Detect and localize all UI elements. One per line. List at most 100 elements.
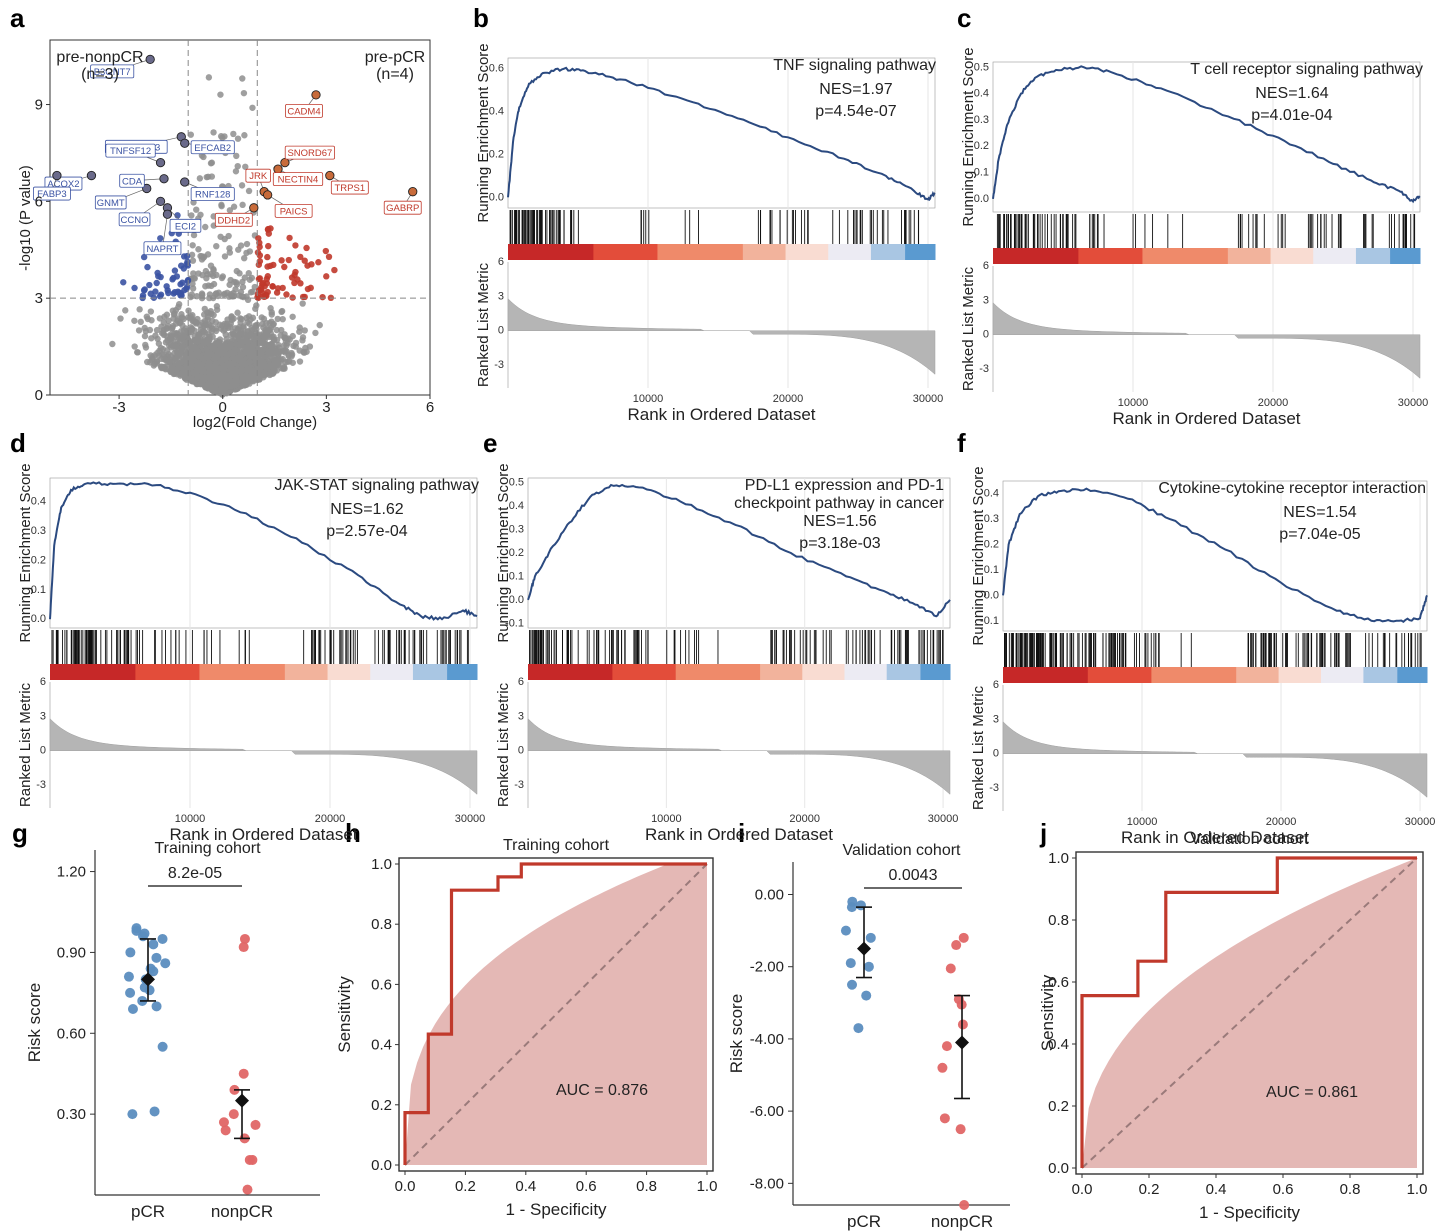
y-tick-label: -4.00: [750, 1031, 784, 1048]
es-tick-label: 0.1: [974, 167, 989, 179]
volcano-point-ns: [188, 357, 196, 364]
gene-label: EFCAB2: [194, 143, 231, 154]
metric-tick-label: 0: [518, 745, 524, 757]
volcano-point-ns: [122, 307, 129, 314]
gsea-title: Cytokine-cytokine receptor interaction: [1158, 480, 1426, 497]
volcano-point-ns: [160, 351, 167, 359]
volcano-point-up: [281, 263, 288, 271]
group-left-n: (n=3): [81, 66, 119, 83]
risk-point-nonpCR: [945, 963, 956, 974]
volcano-point-ns: [195, 353, 203, 360]
es-tick-label: 0.2: [489, 148, 504, 160]
es-tick-label: 0.0: [974, 193, 989, 205]
x-tick-label: 30000: [455, 813, 486, 825]
volcano-point-down: [144, 263, 151, 271]
gsea-pvalue: p=7.04e-05: [1279, 526, 1361, 543]
ranked-metric-area: [992, 302, 1421, 379]
volcano-point-ns: [147, 308, 155, 315]
risk-point-nonpCR: [937, 1062, 948, 1073]
volcano-point-ns: [195, 359, 202, 366]
volcano-point-ns: [289, 332, 296, 340]
volcano-point-ns: [245, 187, 253, 195]
risk-point-pCR: [847, 979, 858, 990]
rank-color-segment: [412, 664, 448, 680]
volcano-point-ns: [239, 344, 247, 352]
volcano-point-ns: [245, 349, 252, 356]
metric-tick-label: 3: [40, 710, 46, 722]
gene-label: CDA: [122, 176, 143, 187]
volcano-point-ns: [157, 344, 165, 352]
volcano-point-ns: [211, 355, 219, 362]
x-tick-label: 30000: [913, 393, 944, 405]
rank-color-segment: [785, 244, 829, 260]
volcano-point-ns: [174, 370, 181, 378]
volcano-point-ns: [184, 343, 191, 350]
volcano-point-ns: [271, 348, 278, 355]
gene-label: TRPS1: [335, 183, 366, 194]
volcano-point-ns: [211, 384, 218, 392]
risk-point-pCR: [845, 958, 856, 969]
volcano-point-ns: [259, 346, 267, 353]
gsea-title: JAK-STAT signaling pathway: [274, 477, 479, 494]
volcano-point-ns: [156, 315, 164, 322]
volcano-point-up: [264, 273, 271, 280]
rank-color-segment: [1278, 667, 1322, 683]
volcano-point-ns: [241, 274, 249, 281]
ranked-metric-area: [1002, 721, 1428, 798]
metric-tick-label: 0: [498, 325, 504, 337]
ranked-metric-area: [507, 298, 936, 375]
x-axis-label: log2(Fold Change): [193, 414, 317, 431]
rank-color-segment: [593, 244, 658, 260]
volcano-point-ns: [192, 336, 199, 344]
y-tick-label: 0.8: [1048, 912, 1069, 929]
x-axis-label: 1 - Specificity: [1199, 1203, 1301, 1222]
y-tick-label: 0.4: [371, 1037, 392, 1054]
volcano-point-ns: [201, 374, 209, 381]
gsea-pvalue: p=3.18e-03: [799, 535, 881, 552]
risk-point-pCR: [151, 952, 162, 963]
gene-label-box: [383, 200, 422, 215]
volcano-highlight-point: [273, 164, 283, 174]
risk-point-pCR: [125, 987, 136, 998]
panel-label-i: i: [738, 818, 745, 848]
volcano-point-ns: [232, 346, 239, 353]
metric-tick-label: 6: [518, 676, 524, 688]
risk-point-nonpCR: [250, 1119, 261, 1130]
volcano-point-ns: [243, 366, 251, 374]
group-right-n: (n=4): [376, 66, 414, 83]
risk-point-pCR: [148, 939, 159, 950]
volcano-point-ns: [316, 321, 323, 329]
volcano-point-ns: [117, 315, 124, 322]
gene-label-box: [119, 173, 145, 188]
strip-title: Training cohort: [154, 840, 261, 857]
risk-point-nonpCR: [244, 1154, 255, 1165]
volcano-point-ns: [190, 270, 197, 277]
risk-point-pCR: [138, 931, 149, 942]
volcano-point-ns: [189, 242, 196, 249]
volcano-point-ns: [285, 351, 292, 359]
es-tick-label: 0.2: [509, 547, 524, 559]
volcano-point-up: [269, 283, 276, 290]
mean-diamond: [955, 1035, 969, 1050]
risk-point-pCR: [160, 958, 171, 969]
panel-label-f: f: [957, 428, 966, 458]
gsea-nes: NES=1.56: [803, 513, 876, 530]
volcano-point-ns: [238, 367, 245, 374]
gene-label: DDHD2: [217, 215, 250, 226]
volcano-point-down: [120, 279, 127, 286]
volcano-point-up: [283, 291, 290, 298]
y-tick-label: 0.6: [371, 976, 392, 993]
rank-color-segment: [1397, 667, 1428, 683]
volcano-point-ns: [269, 369, 277, 376]
rank-color-segment: [802, 664, 845, 680]
gsea-es-frame: [507, 57, 936, 209]
roc-plot-j: 0.00.0 0.2 0.2 0.4 0.4 0.6 0.6 0.8 0.8 1.0 1.0 AUC …: [1038, 831, 1427, 1222]
gene-label: CADM4: [287, 106, 320, 117]
volcano-highlight-point: [145, 54, 155, 65]
gsea-title: T cell receptor signaling pathway: [1190, 61, 1423, 78]
volcano-point-ns: [220, 368, 227, 375]
gsea-plot-c: 0.0 0.1 0.2 0.3 0.4 0.5 T cell receptor signal…: [960, 47, 1428, 428]
x-axis-label: Rank in Ordered Dataset: [627, 405, 815, 424]
rank-color-segment: [1321, 667, 1364, 683]
volcano-point-ns: [273, 326, 281, 334]
